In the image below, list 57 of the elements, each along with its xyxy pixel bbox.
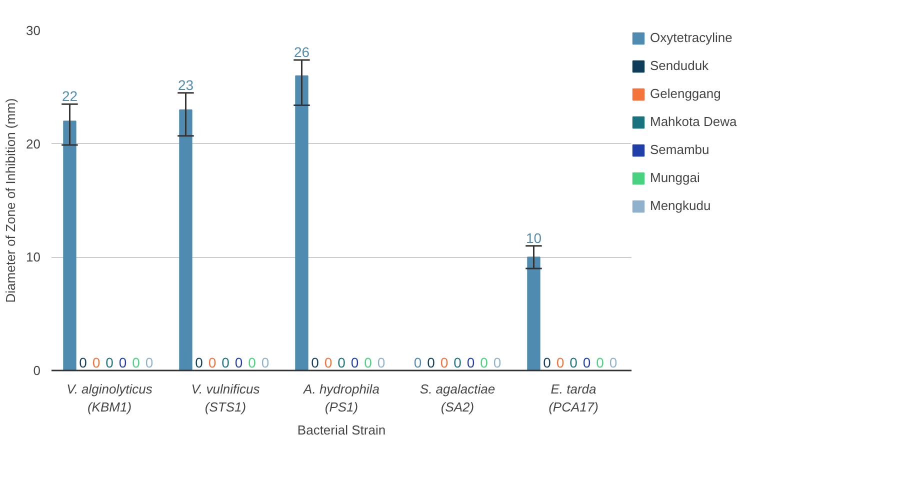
y-axis-title: Diameter of Zone of Inhibition (mm) bbox=[3, 98, 18, 303]
x-tick-label: E. tarda (PCA17) bbox=[548, 382, 598, 414]
y-tick-label: 0 bbox=[33, 363, 41, 378]
data-label: 0 bbox=[324, 354, 332, 370]
data-label: 0 bbox=[570, 354, 578, 370]
data-label: 0 bbox=[609, 354, 618, 370]
bar bbox=[63, 120, 76, 370]
data-label: 0 bbox=[311, 354, 320, 370]
y-tick-label: 10 bbox=[26, 250, 41, 265]
legend-label: Oxytetracyline bbox=[650, 30, 732, 45]
data-label: 0 bbox=[480, 354, 488, 370]
data-label: 0 bbox=[106, 354, 114, 370]
data-label: 23 bbox=[178, 76, 194, 93]
data-label: 0 bbox=[556, 354, 564, 370]
data-label: 0 bbox=[377, 354, 386, 370]
x-tick-label: V. alginolyticus (KBM1) bbox=[66, 382, 153, 414]
data-label: 0 bbox=[364, 354, 372, 370]
bar bbox=[527, 256, 540, 370]
x-tick-label: S. agalactiae (SA2) bbox=[420, 382, 496, 414]
data-label: 0 bbox=[79, 354, 88, 370]
data-label: 0 bbox=[234, 354, 243, 370]
legend-label: Semambu bbox=[650, 142, 710, 157]
data-label: 22 bbox=[62, 88, 78, 104]
x-tick-label: V. vulnificus (STS1) bbox=[191, 382, 260, 414]
x-tick-label: A. hydrophila (PS1) bbox=[302, 382, 380, 414]
data-label: 0 bbox=[118, 354, 127, 370]
legend-label: Senduduk bbox=[650, 58, 709, 73]
legend-label: Munggai bbox=[650, 170, 700, 185]
data-label: 0 bbox=[195, 354, 204, 370]
data-label: 26 bbox=[294, 44, 310, 60]
data-label: 0 bbox=[261, 354, 270, 370]
y-tick-label: 20 bbox=[26, 136, 41, 152]
data-label: 0 bbox=[248, 354, 256, 370]
data-label: 0 bbox=[338, 354, 346, 370]
legend-label: Mahkota Dewa bbox=[650, 114, 737, 129]
data-label: 0 bbox=[582, 354, 591, 370]
data-label: 0 bbox=[596, 354, 604, 370]
data-label: 10 bbox=[526, 230, 542, 246]
x-axis-title: Bacterial Strain bbox=[297, 422, 386, 438]
data-label: 0 bbox=[466, 354, 475, 370]
bar bbox=[179, 109, 192, 370]
data-label: 0 bbox=[145, 354, 154, 370]
data-label: 0 bbox=[208, 354, 216, 370]
data-label: 0 bbox=[350, 354, 359, 370]
y-tick-label: 30 bbox=[26, 23, 41, 38]
data-label: 0 bbox=[132, 354, 140, 370]
data-label: 0 bbox=[427, 354, 436, 370]
data-label: 0 bbox=[493, 354, 502, 370]
data-label: 0 bbox=[543, 354, 552, 370]
data-label: 0 bbox=[440, 354, 448, 370]
legend-label: Mengkudu bbox=[650, 198, 711, 213]
data-label: 0 bbox=[414, 354, 422, 370]
legend-label: Gelenggang bbox=[650, 86, 721, 101]
data-label: 0 bbox=[454, 354, 462, 370]
data-label: 0 bbox=[222, 354, 230, 370]
data-label: 0 bbox=[92, 354, 100, 370]
bar bbox=[295, 75, 308, 370]
